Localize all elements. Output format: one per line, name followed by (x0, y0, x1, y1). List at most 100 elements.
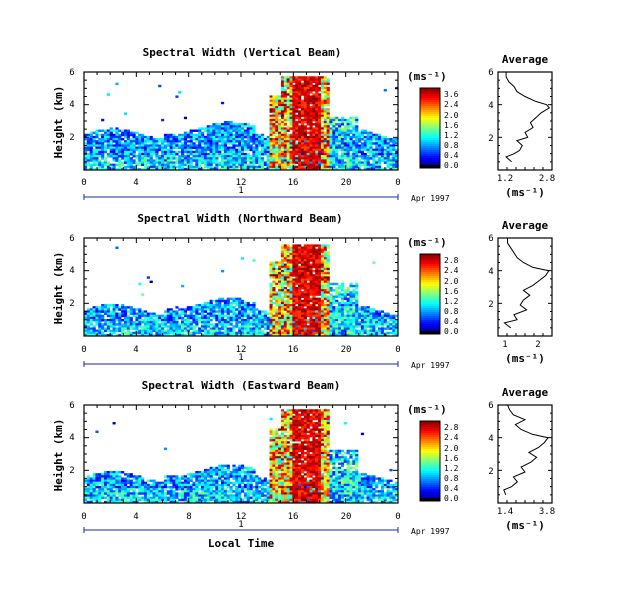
heatmap-cell (312, 138, 316, 141)
heatmap-cell (149, 331, 153, 335)
heatmap-cell (218, 167, 222, 170)
heatmap-cell (329, 146, 333, 149)
heatmap-cell (326, 97, 330, 100)
heatmap-cell (223, 329, 228, 333)
heatmap-cell (166, 140, 170, 143)
heatmap-cell (223, 157, 228, 160)
heatmap-cell (138, 314, 142, 318)
heatmap-cell (355, 152, 359, 156)
heatmap-cell (89, 144, 93, 147)
heatmap-cell (241, 327, 245, 330)
heatmap-cell (212, 316, 216, 320)
heatmap-cell (123, 312, 128, 315)
heatmap-cell (378, 316, 382, 320)
heatmap-cell (306, 110, 310, 113)
heatmap-cell (98, 323, 102, 326)
heatmap-cell (226, 150, 230, 154)
heatmap-cell (300, 152, 305, 156)
heatmap-cell (272, 99, 276, 103)
heatmap-cell (229, 318, 233, 322)
heatmap-cell (269, 135, 273, 139)
heatmap-cell (175, 318, 179, 322)
heatmap-cell (84, 327, 88, 330)
heatmap-cell (232, 310, 236, 313)
heatmap-cell (280, 99, 285, 103)
heatmap-cell (363, 152, 367, 156)
heatmap-cell (300, 265, 305, 269)
heatmap-cell (358, 163, 362, 167)
heatmap-cell (163, 167, 168, 170)
heatmap-cell (295, 261, 299, 264)
heatmap-cell (203, 325, 208, 328)
heatmap-cell (306, 299, 310, 303)
heatmap-cell (221, 318, 225, 322)
heatmap-cell (300, 295, 305, 298)
heatmap-cell (98, 308, 102, 311)
heatmap-cell (295, 133, 299, 137)
heatmap-cell (358, 140, 362, 143)
heatmap-cell (335, 116, 339, 120)
heatmap-cell (132, 161, 136, 164)
heatmap-cell (92, 473, 96, 476)
heatmap-cell (289, 165, 293, 169)
heatmap-cell (369, 133, 373, 137)
heatmap-cell (272, 327, 276, 330)
heatmap-cell (112, 327, 116, 330)
heatmap-cell (260, 321, 265, 324)
heatmap-cell (315, 95, 319, 98)
heatmap-cell (343, 121, 347, 124)
heatmap-cell (318, 252, 322, 256)
heatmap-cell (206, 148, 210, 152)
heatmap-cell (103, 496, 108, 500)
heatmap-cell (278, 261, 282, 264)
heatmap-cell (375, 148, 379, 152)
heatmap-cell (309, 150, 313, 154)
heatmap-cell (326, 138, 330, 141)
heatmap-cell (101, 155, 105, 158)
heatmap-cell (295, 318, 299, 322)
heatmap-cell (235, 333, 239, 336)
heatmap-cell (143, 323, 148, 326)
heatmap-cell (198, 321, 202, 324)
colorbar-swatch (420, 298, 440, 301)
heatmap-cell (323, 101, 327, 105)
heatmap-cell (115, 473, 119, 476)
heatmap-cell (318, 325, 322, 328)
heatmap-cell (163, 155, 168, 158)
heatmap-cell (289, 274, 293, 277)
heatmap-cell (315, 89, 319, 92)
heatmap-cell (360, 318, 365, 322)
heatmap-cell (209, 306, 213, 309)
heatmap-cell (86, 159, 90, 162)
heatmap-cell (278, 287, 282, 290)
heatmap-cell (203, 321, 208, 324)
heatmap-cell (280, 246, 285, 249)
heatmap-cell (223, 321, 228, 324)
heatmap-cell (300, 274, 305, 277)
heatmap-cell (303, 148, 307, 152)
heatmap-cell (95, 329, 99, 333)
heatmap-cell (255, 144, 259, 147)
heatmap-cell (192, 150, 196, 154)
heatmap-cell (195, 146, 199, 149)
heatmap-cell (143, 161, 148, 164)
heatmap-cell (241, 152, 245, 156)
heatmap-cell (138, 135, 142, 139)
heatmap-cell (275, 272, 279, 275)
heatmap-cell (172, 140, 176, 143)
heatmap-cell (143, 140, 148, 143)
heatmap-cell (269, 142, 273, 145)
heatmap-cell (269, 114, 273, 118)
heatmap-cell (352, 161, 356, 164)
heatmap-cell (232, 155, 236, 158)
heatmap-cell (118, 485, 122, 489)
heatmap-cell (338, 331, 342, 335)
heatmap-cell (275, 99, 279, 103)
heatmap-cell (223, 325, 228, 328)
heatmap-cell (300, 93, 305, 96)
heatmap-cell (329, 306, 333, 309)
heatmap-cell (272, 163, 276, 167)
heatmap-cell (318, 329, 322, 333)
heatmap-cell (241, 150, 245, 154)
heatmap-cell (103, 473, 108, 476)
